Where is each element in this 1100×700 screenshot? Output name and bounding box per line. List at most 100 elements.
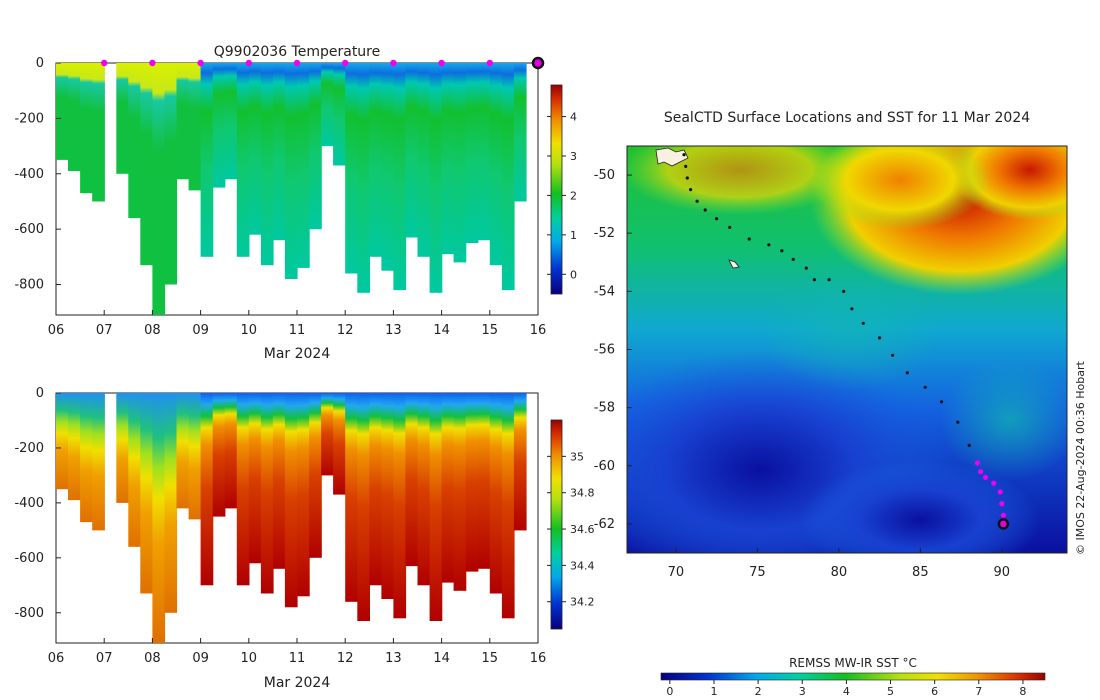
map-colorbar [660,672,1046,681]
imos-credit: © IMOS 22-Aug-2024 00:36 Hobart [1074,361,1087,555]
colorbar-tick-label: 4 [570,111,577,124]
y-tick-label: 0 [36,386,44,401]
y-tick-label: -54 [594,284,615,299]
profile-column [297,393,310,597]
current-position-marker [997,518,1010,530]
x-tick-label: 16 [530,323,547,338]
temperature-panel: Q9902036 Temperature 06 07 08 09 10 11 12 13 14 1… [14,44,577,362]
salinity-xlabel: Mar 2024 [264,675,331,691]
x-tick-label: 08 [144,651,161,666]
profile-column [236,393,250,586]
profile-column [164,63,178,285]
colorbar-tick-label: 34.4 [570,559,595,572]
profile-column [152,393,166,643]
profile-column [56,393,69,490]
x-tick-label: 80 [831,565,848,580]
y-tick-label: -62 [594,517,615,532]
profile-column [309,63,322,230]
track-point [791,257,795,261]
profile-column [453,63,467,263]
profile-column [345,393,358,602]
colorbar-tick-label: 0 [666,685,673,698]
island-outline [655,147,740,269]
recent-track-point [997,489,1003,495]
temperature-colorbar [550,84,563,295]
track-point [685,176,689,180]
profile-column [453,393,467,591]
daily-marker [293,59,301,67]
track-point [827,278,831,282]
colorbar-tick-label: 0 [570,268,577,281]
y-tick-label: 0 [36,56,44,71]
y-tick-label: -60 [594,459,615,474]
x-tick-label: 09 [192,651,209,666]
x-tick-label: 15 [482,651,499,666]
profile-column [393,393,407,619]
profile-column [248,63,262,235]
profile-column [357,63,370,293]
daily-marker [390,59,397,67]
profile-column [393,63,407,291]
y-tick-label: -200 [14,111,44,126]
colorbar-tick-label: 8 [1019,685,1026,698]
profile-column [333,393,346,495]
profile-column [465,63,479,243]
temperature-profiles [56,63,527,315]
x-tick-label: 14 [433,651,450,666]
recent-track-point [974,460,981,466]
profile-column [405,63,419,238]
y-tick-label: -200 [14,441,44,456]
track-point [780,249,784,253]
x-tick-label: 70 [668,565,685,580]
profile-column [333,63,346,166]
track-point [682,153,686,157]
x-tick-label: 07 [96,651,113,666]
y-tick-label: -600 [14,222,44,237]
profile-column [357,393,370,621]
track-point [939,400,944,404]
profile-column [260,63,274,266]
y-tick-label: -400 [14,167,44,182]
profile-column [501,393,515,619]
profile-column [465,393,479,572]
x-tick-label: 12 [337,651,354,666]
profile-column [128,63,141,219]
profile-column [80,393,93,523]
track-point [715,217,719,221]
map-colorbar-ticks: 0 1 2 3 4 5 6 7 8 [666,680,1026,698]
x-tick-label: 12 [337,323,354,338]
salinity-colorbar [550,419,563,630]
sst-map-panel: SealCTD Surface Locations and SST for 11… [594,110,1087,698]
temperature-title: Q9902036 Temperature [214,44,381,60]
profile-column [309,393,322,558]
colorbar-tick-label: 5 [887,685,894,698]
daily-marker [342,59,349,67]
profile-column [200,63,214,257]
colorbar-tick-label: 2 [755,685,762,698]
track-point [747,237,751,241]
profile-column [200,393,214,586]
profile-column [68,393,81,501]
profile-column [417,393,431,586]
track-point [728,225,732,229]
temperature-axes: 06 07 08 09 10 11 12 13 14 15 16 0 -200 -400 -600 -800 [14,56,546,338]
x-tick-label: 07 [96,323,113,338]
temperature-colorbar-ticks: 0 1 2 3 4 [547,111,577,281]
y-tick-label: -52 [594,226,615,241]
profile-column [284,63,298,279]
track-point [956,420,960,424]
profile-column [116,393,129,503]
profile-column [224,63,238,180]
profile-column [417,63,431,257]
profile-column [272,63,286,241]
track-point [767,243,771,247]
profile-column [429,63,443,293]
track-point [878,336,882,340]
profile-column [489,393,503,594]
profile-column [260,393,274,594]
colorbar-tick-label: 1 [710,685,717,698]
y-tick-label: -50 [594,168,615,183]
profile-column [513,393,527,531]
profile-column [140,393,153,594]
